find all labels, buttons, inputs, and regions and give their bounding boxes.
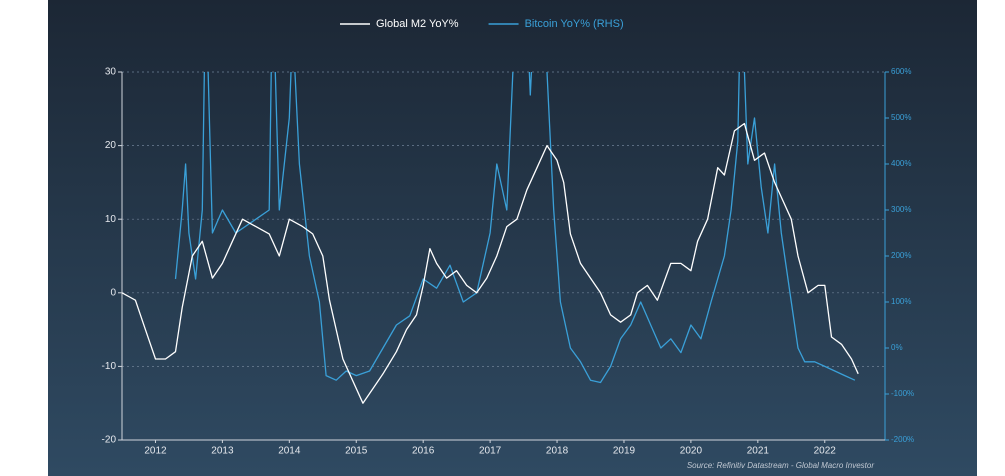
y2-tick-label: 600% [891,67,911,76]
x-tick-label: 2021 [747,446,770,457]
x-tick-label: 2015 [345,446,368,457]
legend-label: Bitcoin YoY% (RHS) [525,18,624,30]
x-tick-label: 2014 [278,446,301,457]
x-tick-label: 2013 [211,446,234,457]
series-line [174,72,856,384]
y2-tick-label: 300% [891,205,911,214]
y-tick-label: 0 [110,287,116,298]
y2-tick-label: 500% [891,113,911,122]
legend-label: Global M2 YoY% [376,18,459,30]
y-tick-label: 10 [105,214,117,225]
y-tick-label: -10 [102,361,117,372]
y2-tick-label: 200% [891,251,911,260]
x-tick-label: 2016 [412,446,435,457]
y2-tick-label: -200% [891,435,914,444]
plot-area [122,72,859,404]
y2-tick-label: 100% [891,297,911,306]
series-line [122,122,859,404]
y2-tick-label: -100% [891,389,914,398]
y-tick-label: -20 [102,435,117,446]
chart-background [48,0,977,476]
x-tick-label: 2018 [546,446,569,457]
x-tick-label: 2020 [680,446,703,457]
y2-tick-label: 0% [891,343,903,352]
x-tick-label: 2017 [479,446,502,457]
x-tick-label: 2022 [814,446,837,457]
x-tick-label: 2019 [613,446,636,457]
y-tick-label: 20 [105,140,117,151]
y-tick-label: 30 [105,67,117,78]
y2-tick-label: 400% [891,159,911,168]
x-tick-label: 2012 [144,446,167,457]
source-note: Source: Refinitiv Datastream - Global Ma… [687,461,875,470]
